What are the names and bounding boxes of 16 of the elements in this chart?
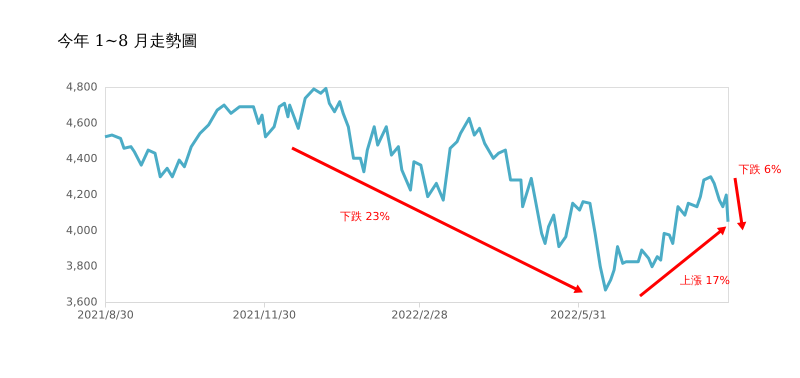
- y-tick-label: 4,800: [66, 80, 98, 94]
- x-tick-label: 2022/2/28: [391, 308, 448, 322]
- y-tick-label: 4,200: [66, 188, 98, 201]
- y-tick-label: 3,600: [66, 296, 98, 308]
- y-tick-label: 4,000: [66, 224, 98, 237]
- y-tick-label: 4,600: [66, 116, 98, 130]
- x-tick-label: 2021/8/30: [77, 308, 134, 322]
- x-tick-label: 2021/11/30: [232, 308, 296, 322]
- line-series: [104, 86, 730, 292]
- annotation: 上漲 17%: [680, 274, 730, 287]
- y-tick-label: 3,800: [66, 260, 98, 273]
- text: 下跌 6%: [738, 163, 782, 176]
- annotation: 下跌 23%: [340, 210, 390, 223]
- chart-title: 今年 1~8 月走勢圖: [58, 31, 198, 50]
- x-tick-label: 2022/5/31: [550, 308, 607, 322]
- y-tick-label: 4,400: [66, 152, 98, 166]
